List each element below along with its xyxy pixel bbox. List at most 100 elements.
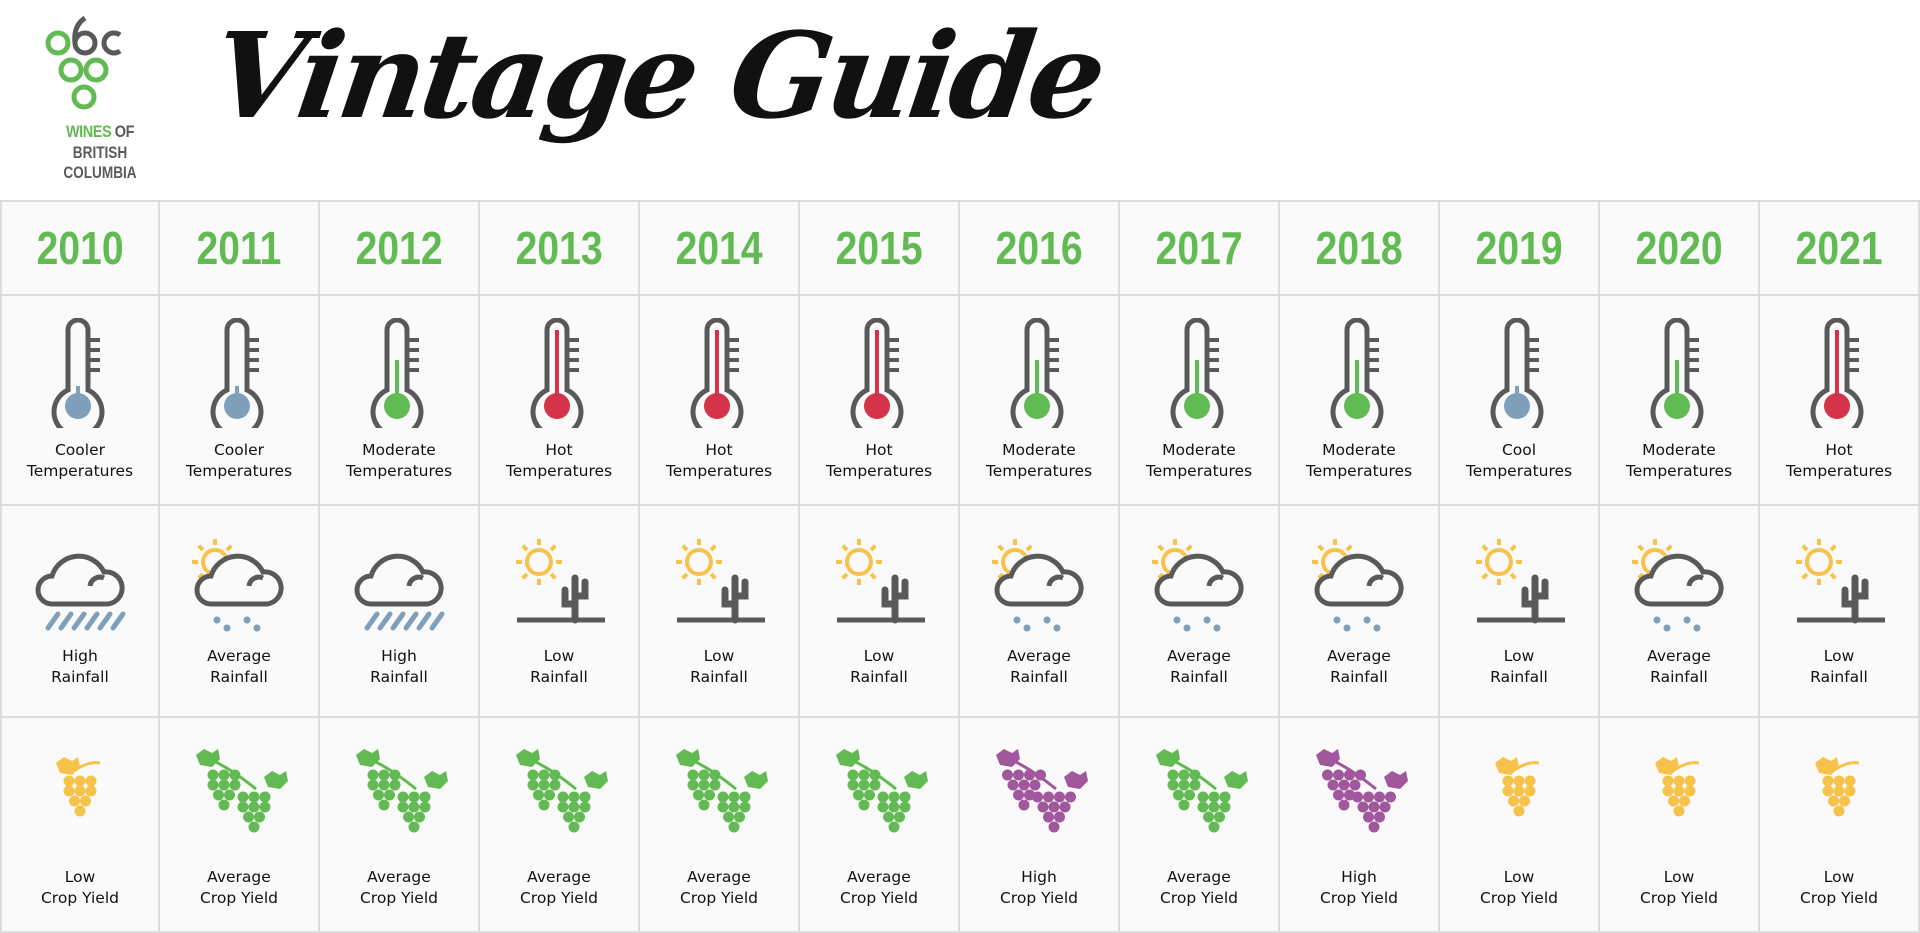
year-header-2014: 2014 bbox=[640, 202, 800, 296]
temperature-level: Cooler bbox=[213, 441, 264, 459]
temperature-cell-2017: Moderate Temperatures bbox=[1120, 296, 1280, 506]
rainfall-level: Low bbox=[1823, 647, 1855, 665]
logo-text-of: OF bbox=[111, 122, 135, 141]
grapes-icon bbox=[344, 741, 454, 845]
temperature-level: Moderate bbox=[362, 441, 436, 459]
logo-text-line2: BRITISH COLUMBIA bbox=[63, 143, 137, 182]
rainfall-label: Low Rainfall bbox=[690, 646, 748, 688]
year-label: 2020 bbox=[1635, 222, 1723, 274]
yield-level: High bbox=[1341, 867, 1377, 886]
temperature-word: Temperatures bbox=[1625, 462, 1733, 480]
year-label: 2010 bbox=[36, 222, 124, 274]
yield-label: Average Crop Yield bbox=[200, 867, 278, 909]
year-header-2021: 2021 bbox=[1760, 202, 1920, 296]
rainfall-word: Rainfall bbox=[690, 668, 748, 686]
rainfall-level: Average bbox=[1167, 647, 1231, 665]
temperature-label: Hot Temperatures bbox=[1786, 440, 1892, 482]
rainfall-level: Average bbox=[1327, 647, 1391, 665]
rainfall-label: Average Rainfall bbox=[1327, 646, 1391, 688]
temperature-word: Temperatures bbox=[1145, 462, 1253, 480]
yield-cell-2015: Average Crop Yield bbox=[800, 718, 960, 933]
thermometer-icon bbox=[1489, 317, 1549, 439]
rainfall-word: Rainfall bbox=[1170, 668, 1228, 686]
rainfall-label: Average Rainfall bbox=[1167, 646, 1231, 688]
grapes-icon bbox=[504, 741, 614, 845]
thermometer-icon bbox=[1329, 317, 1389, 439]
rainfall-word: Rainfall bbox=[51, 668, 109, 686]
sun-cloud-drops-icon bbox=[1149, 534, 1249, 638]
yield-cell-2016: High Crop Yield bbox=[960, 718, 1120, 933]
thermometer-icon bbox=[1649, 317, 1709, 439]
grapes-icon bbox=[664, 741, 774, 845]
yield-cell-2021: Low Crop Yield bbox=[1760, 718, 1920, 933]
temperature-word: Temperatures bbox=[26, 462, 134, 480]
year-header-2011: 2011 bbox=[160, 202, 320, 296]
grapes-icon bbox=[184, 741, 294, 845]
yield-word: Crop Yield bbox=[359, 888, 438, 907]
rainfall-cell-2014: Low Rainfall bbox=[640, 506, 800, 718]
temperature-cell-2016: Moderate Temperatures bbox=[960, 296, 1120, 506]
yield-level: Average bbox=[207, 867, 271, 886]
temperature-word: Temperatures bbox=[1305, 462, 1413, 480]
sun-cactus-icon bbox=[829, 534, 929, 638]
rainfall-word: Rainfall bbox=[1330, 668, 1388, 686]
rainfall-level: Low bbox=[863, 647, 895, 665]
yield-word: Crop Yield bbox=[679, 888, 758, 907]
rainfall-cell-2021: Low Rainfall bbox=[1760, 506, 1920, 718]
rainfall-label: Low Rainfall bbox=[850, 646, 908, 688]
rainfall-cell-2010: High Rainfall bbox=[0, 506, 160, 718]
temperature-level: Moderate bbox=[1002, 441, 1076, 459]
rainfall-label: Low Rainfall bbox=[1810, 646, 1868, 688]
temperature-level: Cool bbox=[1501, 441, 1537, 459]
rainfall-level: Average bbox=[207, 647, 271, 665]
temperature-level: Moderate bbox=[1642, 441, 1716, 459]
yield-label: Low Crop Yield bbox=[41, 867, 119, 909]
temperature-label: Moderate Temperatures bbox=[1146, 440, 1252, 482]
yield-cell-2011: Average Crop Yield bbox=[160, 718, 320, 933]
yield-cell-2017: Average Crop Yield bbox=[1120, 718, 1280, 933]
sun-cloud-drops-icon bbox=[1629, 534, 1729, 638]
year-label: 2021 bbox=[1795, 222, 1883, 274]
year-label: 2014 bbox=[675, 222, 763, 274]
temperature-word: Temperatures bbox=[345, 462, 453, 480]
yield-level: Low bbox=[64, 867, 96, 886]
temperature-cell-2015: Hot Temperatures bbox=[800, 296, 960, 506]
temperature-cell-2021: Hot Temperatures bbox=[1760, 296, 1920, 506]
temperature-level: Hot bbox=[705, 441, 733, 459]
rainfall-cell-2016: Average Rainfall bbox=[960, 506, 1120, 718]
yield-word: Crop Yield bbox=[999, 888, 1078, 907]
year-label: 2015 bbox=[835, 222, 923, 274]
temperature-level: Hot bbox=[1825, 441, 1853, 459]
temperature-label: Moderate Temperatures bbox=[986, 440, 1092, 482]
temperature-label: Hot Temperatures bbox=[666, 440, 772, 482]
yield-level: High bbox=[1021, 867, 1057, 886]
logo-text-wines: WINES bbox=[65, 122, 112, 141]
temperature-cell-2018: Moderate Temperatures bbox=[1280, 296, 1440, 506]
temperature-word: Temperatures bbox=[825, 462, 933, 480]
yield-cell-2019: Low Crop Yield bbox=[1440, 718, 1600, 933]
year-header-2016: 2016 bbox=[960, 202, 1120, 296]
temperature-cell-2020: Moderate Temperatures bbox=[1600, 296, 1760, 506]
yield-word: Crop Yield bbox=[40, 888, 119, 907]
yield-word: Crop Yield bbox=[1639, 888, 1718, 907]
thermometer-icon bbox=[529, 317, 589, 439]
yield-word: Crop Yield bbox=[839, 888, 918, 907]
year-label: 2012 bbox=[355, 222, 443, 274]
temperature-label: Cooler Temperatures bbox=[186, 440, 292, 482]
yield-label: Low Crop Yield bbox=[1640, 867, 1718, 909]
rainfall-label: Low Rainfall bbox=[530, 646, 588, 688]
temperature-label: Hot Temperatures bbox=[826, 440, 932, 482]
rainfall-level: High bbox=[62, 647, 98, 665]
rainfall-level: Low bbox=[703, 647, 735, 665]
rainfall-word: Rainfall bbox=[210, 668, 268, 686]
sun-cloud-drops-icon bbox=[189, 534, 289, 638]
temperature-word: Temperatures bbox=[665, 462, 773, 480]
grapes-icon bbox=[1304, 741, 1414, 845]
rainfall-level: Low bbox=[543, 647, 575, 665]
yield-label: Low Crop Yield bbox=[1800, 867, 1878, 909]
yield-label: Average Crop Yield bbox=[680, 867, 758, 909]
temperature-cell-2013: Hot Temperatures bbox=[480, 296, 640, 506]
yield-label: Average Crop Yield bbox=[360, 867, 438, 909]
rain-cloud-icon bbox=[349, 534, 449, 638]
temperature-cell-2010: Cooler Temperatures bbox=[0, 296, 160, 506]
